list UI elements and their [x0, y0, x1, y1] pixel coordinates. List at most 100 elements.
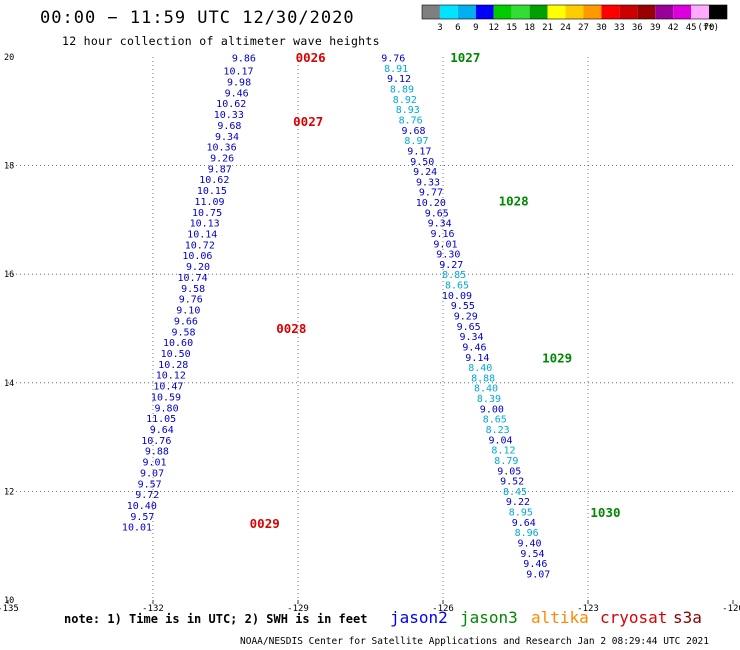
- data-point-label: 9.26: [210, 153, 234, 164]
- colorbar-swatch: [655, 5, 674, 19]
- data-point-label: 9.14: [465, 353, 489, 364]
- data-point-label: 8.39: [477, 394, 501, 405]
- data-point-label: 9.76: [381, 54, 405, 65]
- colorbar-label: 42: [668, 23, 679, 33]
- colorbar-label: 70: [704, 23, 715, 33]
- data-point-label: 8.40: [468, 363, 492, 374]
- data-point-label: 8.92: [393, 95, 417, 106]
- colorbar-swatch: [691, 5, 710, 19]
- colorbar-swatch: [475, 5, 494, 19]
- data-point-label: 10.72: [185, 240, 215, 251]
- x-tick-label: -126: [432, 604, 454, 614]
- pass-label: 1028: [499, 193, 529, 208]
- data-point-label: 8.97: [404, 136, 428, 147]
- data-point-label: 9.52: [500, 477, 524, 488]
- chart-title: 00:00 − 11:59 UTC 12/30/2020: [40, 8, 355, 28]
- data-point-label: 9.17: [407, 146, 431, 157]
- colorbar-label: 18: [524, 23, 535, 33]
- data-point-label: 9.01: [433, 239, 457, 250]
- y-tick-label: 10: [4, 596, 14, 606]
- data-point-label: 10.59: [151, 392, 181, 403]
- colorbar-border: [421, 4, 728, 20]
- pass-label: 0029: [250, 516, 280, 531]
- data-point-label: 10.33: [214, 110, 244, 121]
- colorbar-label: 27: [578, 23, 589, 33]
- data-point-label: 10.06: [182, 251, 212, 262]
- data-point-label: 9.46: [462, 342, 486, 353]
- data-point-label: 10.50: [161, 349, 191, 360]
- data-point-label: 10.12: [156, 371, 186, 382]
- x-tick-label: -123: [577, 604, 599, 614]
- data-point-label: 9.24: [413, 167, 437, 178]
- data-point-label: 9.68: [217, 121, 241, 132]
- data-point-label: 10.47: [153, 382, 183, 393]
- data-point-label: 10.36: [207, 143, 237, 154]
- data-point-label: 9.16: [431, 229, 455, 240]
- colorbar-label: 15: [506, 23, 517, 33]
- data-point-label: 9.66: [174, 316, 198, 327]
- data-point-label: 9.40: [518, 538, 542, 549]
- data-point-label: 9.07: [140, 468, 164, 479]
- pass-label: 1029: [542, 350, 572, 365]
- pass-label: 1027: [450, 50, 480, 65]
- legend-item-jason3: jason3: [460, 608, 518, 627]
- data-point-label: 10.13: [190, 219, 220, 230]
- colorbar-swatch: [439, 5, 458, 19]
- chart-subtitle: 12 hour collection of altimeter wave hei…: [62, 34, 380, 48]
- pass-label: 0028: [276, 321, 306, 336]
- pass-label: 0026: [296, 50, 326, 65]
- data-point-label: 9.46: [523, 559, 547, 570]
- colorbar-swatch: [709, 5, 727, 19]
- data-point-label: 9.27: [439, 260, 463, 271]
- data-point-label: 8.40: [474, 384, 498, 395]
- data-point-label: 9.57: [138, 479, 162, 490]
- data-point-label: 8.89: [390, 85, 414, 96]
- data-point-label: 9.29: [454, 312, 478, 323]
- data-point-label: 9.98: [227, 77, 251, 88]
- data-point-label: 10.76: [141, 436, 171, 447]
- colorbar-label: 3: [437, 23, 442, 33]
- colorbar-label: 36: [632, 23, 643, 33]
- colorbar-swatch: [565, 5, 584, 19]
- data-point-label: 9.86: [232, 54, 256, 65]
- data-point-label: 10.60: [163, 338, 193, 349]
- colorbar-swatch: [511, 5, 530, 19]
- data-point-label: 8.65: [445, 281, 469, 292]
- colorbar-label: 30: [596, 23, 607, 33]
- colorbar-label: 45: [686, 23, 697, 33]
- data-point-label: 9.65: [457, 322, 481, 333]
- data-point-label: 9.65: [425, 208, 449, 219]
- data-point-label: 9.34: [215, 132, 239, 143]
- colorbar-label: 33: [614, 23, 625, 33]
- data-point-label: 9.07: [526, 569, 550, 580]
- data-point-label: 9.01: [142, 458, 166, 469]
- data-point-label: 9.12: [387, 74, 411, 85]
- colorbar-label: 9: [473, 23, 478, 33]
- data-point-label: 9.87: [208, 164, 232, 175]
- data-point-label: 10.01: [122, 523, 152, 534]
- data-point-label: 9.20: [186, 262, 210, 273]
- x-tick-label: -120: [722, 604, 740, 614]
- data-point-label: 10.75: [192, 208, 222, 219]
- data-point-label: 8.45: [503, 487, 527, 498]
- data-point-label: 8.65: [483, 415, 507, 426]
- colorbar-label: 6: [455, 23, 460, 33]
- data-point-label: 8.85: [442, 270, 466, 281]
- colorbar-swatch: [601, 5, 620, 19]
- footer-note: note: 1) Time is in UTC; 2) SWH is in fe…: [64, 612, 368, 626]
- data-point-label: 9.10: [176, 306, 200, 317]
- data-point-label: 9.46: [225, 88, 249, 99]
- data-point-label: 8.76: [399, 115, 423, 126]
- pass-label: 1030: [590, 505, 620, 520]
- x-tick-label: -129: [287, 604, 309, 614]
- y-tick-label: 14: [4, 379, 14, 389]
- data-point-label: 9.22: [506, 497, 530, 508]
- colorbar-swatch: [673, 5, 692, 19]
- colorbar-label: 12: [488, 23, 499, 33]
- data-point-label: 9.55: [451, 301, 475, 312]
- colorbar-swatch: [457, 5, 476, 19]
- data-point-label: 9.00: [480, 404, 504, 415]
- data-point-label: 8.93: [396, 105, 420, 116]
